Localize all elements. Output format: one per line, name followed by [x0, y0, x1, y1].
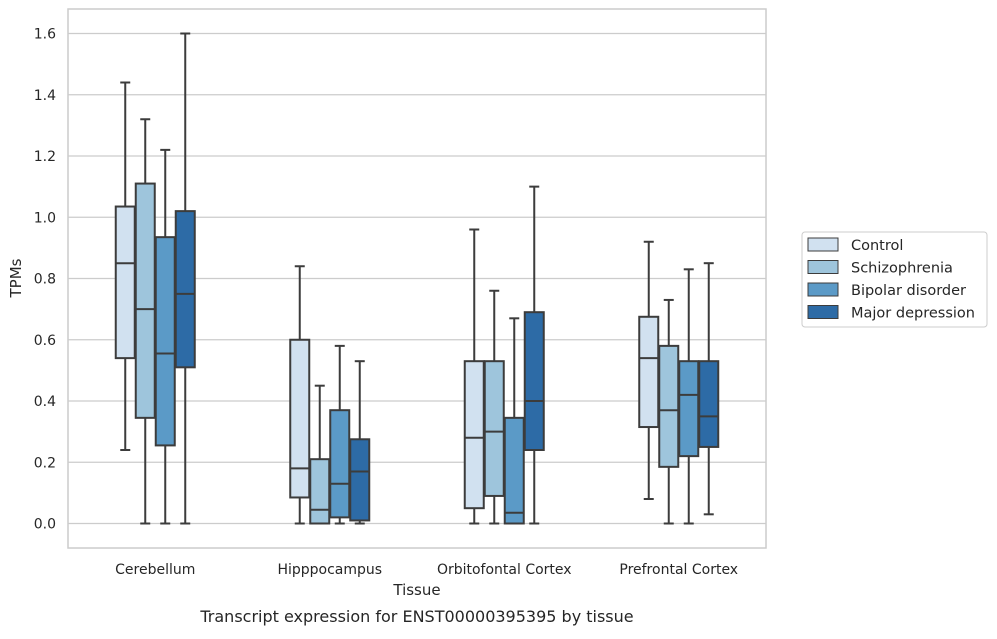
x-tick-label: Cerebellum	[115, 562, 195, 578]
y-tick-label: 0.4	[34, 394, 56, 410]
box-3-2	[523, 185, 545, 525]
box-iqr	[503, 416, 525, 525]
box-0-2	[463, 228, 485, 525]
legend-label: Major depression	[851, 306, 975, 322]
box-iqr	[174, 210, 196, 369]
y-tick-label: 1.2	[34, 149, 56, 165]
box-3-0	[174, 32, 196, 525]
box-iqr	[658, 344, 680, 468]
box-iqr	[114, 205, 136, 360]
y-axis-ticks: 0.0 0.2 0.4 0.6 0.8 1.0 1.2 1.4 1.6	[34, 27, 56, 533]
box-iqr	[463, 360, 485, 510]
box-2-2	[503, 317, 525, 525]
x-tick-label: Orbitofontal Cortex	[437, 562, 572, 578]
x-axis-ticks: Cerebellum Hipppocampus Orbitofontal Corte…	[115, 562, 738, 578]
chart-caption: Transcript expression for ENST0000039539…	[199, 607, 633, 626]
box-iqr	[638, 315, 660, 429]
legend-swatch	[807, 305, 839, 319]
box-iqr	[678, 360, 700, 458]
box-series	[114, 32, 720, 525]
x-tick-label: Hipppocampus	[277, 562, 382, 578]
y-tick-label: 1.6	[34, 27, 56, 43]
legend-label: Schizophrenia	[851, 261, 953, 277]
box-iqr	[523, 311, 545, 451]
box-0-1	[289, 265, 311, 525]
x-axis-label: Tissue	[392, 581, 440, 599]
box-iqr	[134, 182, 156, 419]
legend-frame	[801, 231, 988, 328]
box-iqr	[349, 438, 371, 522]
box-iqr	[309, 458, 331, 525]
box-iqr	[698, 360, 720, 448]
y-tick-label: 0.0	[34, 517, 56, 533]
box-1-0	[134, 118, 156, 525]
legend: Control Schizophrenia Bipolar disorder Majo…	[801, 231, 988, 328]
box-iqr	[154, 236, 176, 447]
box-iqr	[329, 409, 351, 519]
legend-label: Control	[851, 238, 903, 254]
box-3-3	[698, 262, 720, 516]
x-tick-label: Prefrontal Cortex	[619, 562, 738, 578]
box-3-1	[349, 360, 371, 525]
y-tick-label: 0.2	[34, 455, 56, 471]
plot-frame	[67, 8, 767, 549]
y-tick-label: 1.4	[34, 88, 56, 104]
y-tick-label: 0.8	[34, 272, 56, 288]
legend-swatch	[807, 282, 839, 297]
box-2-1	[329, 344, 351, 525]
y-tick-label: 0.6	[34, 333, 56, 349]
y-tick-label: 1.0	[34, 210, 56, 226]
legend-swatch	[807, 237, 839, 252]
box-iqr	[483, 360, 505, 497]
box-iqr	[289, 338, 311, 499]
legend-label: Bipolar disorder	[851, 283, 966, 299]
box-1-2	[483, 289, 505, 525]
y-axis-label: TPMs	[7, 258, 25, 298]
legend-swatch	[807, 260, 839, 274]
